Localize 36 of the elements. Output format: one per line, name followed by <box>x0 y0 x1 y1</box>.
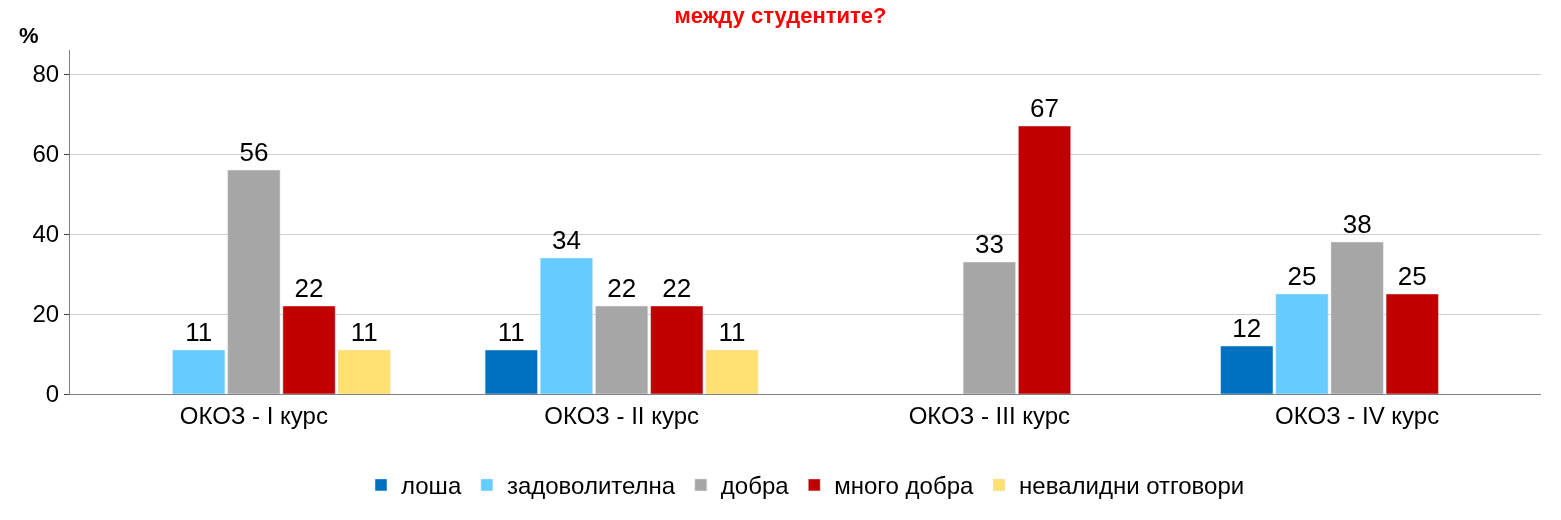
x-tick-label: ОКОЗ - II курс <box>544 401 699 429</box>
data-label: 11 <box>185 317 213 347</box>
y-tick-label: 40 <box>32 220 60 248</box>
data-label: 11 <box>718 317 746 347</box>
data-label: 11 <box>497 317 525 347</box>
bar <box>595 305 649 394</box>
data-label: 22 <box>662 273 692 303</box>
data-label: 34 <box>552 225 581 255</box>
data-label: 67 <box>1030 93 1059 123</box>
y-tick-label: 20 <box>32 300 60 328</box>
legend-label: задоволителна <box>506 472 676 500</box>
y-axis-title: % <box>19 23 39 48</box>
legend-label: много добра <box>834 472 975 500</box>
data-label: 38 <box>1342 209 1372 239</box>
y-tick-label: 0 <box>45 380 60 408</box>
x-tick-label: ОКОЗ - IV курс <box>1275 401 1440 429</box>
data-label: 25 <box>1287 261 1317 291</box>
bar <box>484 349 538 394</box>
bar <box>962 261 1016 394</box>
legend-label: лоша <box>401 472 462 500</box>
bar <box>1018 125 1071 394</box>
data-label: 11 <box>350 317 378 347</box>
legend-label: невалидни отговори <box>1019 472 1245 500</box>
x-tick-label: ОКОЗ - I курс <box>179 401 328 429</box>
data-label: 33 <box>974 229 1004 259</box>
legend-label: добра <box>720 472 790 500</box>
y-tick-label: 60 <box>32 140 60 168</box>
data-label: 22 <box>607 273 637 303</box>
data-label: 25 <box>1397 261 1427 291</box>
bar <box>540 257 593 394</box>
data-label: 56 <box>239 137 269 167</box>
x-tick-label: ОКОЗ - III курс <box>908 401 1071 429</box>
chart-title: между студентите? <box>674 3 887 29</box>
data-label: 22 <box>294 273 324 303</box>
y-tick-label: 80 <box>32 60 60 88</box>
data-label: 12 <box>1232 313 1262 343</box>
